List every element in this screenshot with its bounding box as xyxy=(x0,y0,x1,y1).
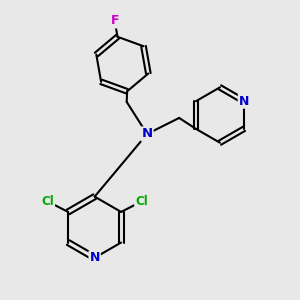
Text: N: N xyxy=(89,251,100,264)
Text: N: N xyxy=(239,95,249,108)
Text: F: F xyxy=(110,14,119,28)
Text: Cl: Cl xyxy=(41,195,54,208)
Text: N: N xyxy=(142,128,153,140)
Text: Cl: Cl xyxy=(135,195,148,208)
